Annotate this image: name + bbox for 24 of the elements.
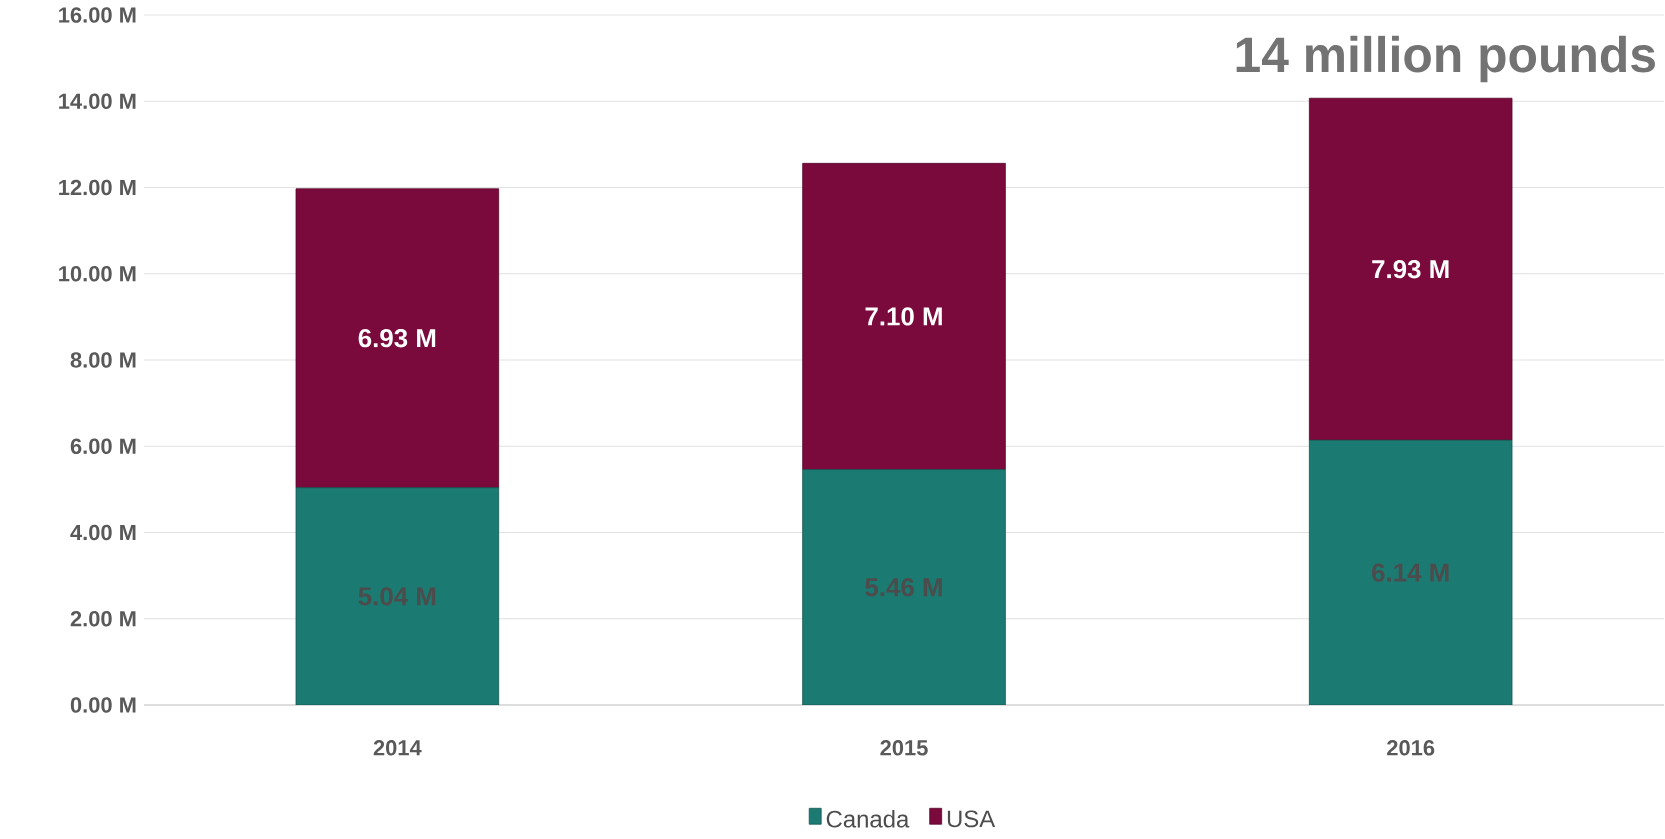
data-label: 7.93 M — [1372, 260, 1449, 279]
y-tick-label: 12.00 M — [59, 179, 136, 196]
y-tick-label: 16.00 M — [59, 7, 136, 23]
y-tick-label: 0.00 M — [70, 697, 136, 713]
bar — [1308, 439, 1513, 705]
annotation: 14 million pounds — [1236, 35, 1655, 83]
x-tick-label: 2014 — [373, 740, 422, 756]
data-label: 7.10 M — [865, 307, 942, 326]
bar — [1308, 97, 1513, 441]
y-tick-label: 4.00 M — [70, 524, 136, 541]
legend-label: Canada — [826, 810, 910, 828]
y-tick-label: 6.00 M — [70, 438, 136, 455]
y-tick-label: 14.00 M — [59, 93, 136, 110]
bar — [802, 162, 1006, 470]
data-label: 6.93 M — [358, 329, 436, 348]
bar — [295, 487, 500, 705]
x-tick-label: 2015 — [880, 740, 928, 756]
legend-label: USA — [947, 810, 996, 828]
y-tick-label: 10.00 M — [59, 266, 136, 282]
x-tick-label: 2016 — [1387, 740, 1435, 756]
y-tick-label: 8.00 M — [70, 352, 136, 368]
bar — [802, 469, 1006, 705]
bar — [295, 188, 500, 489]
y-tick-label: 2.00 M — [70, 611, 136, 627]
